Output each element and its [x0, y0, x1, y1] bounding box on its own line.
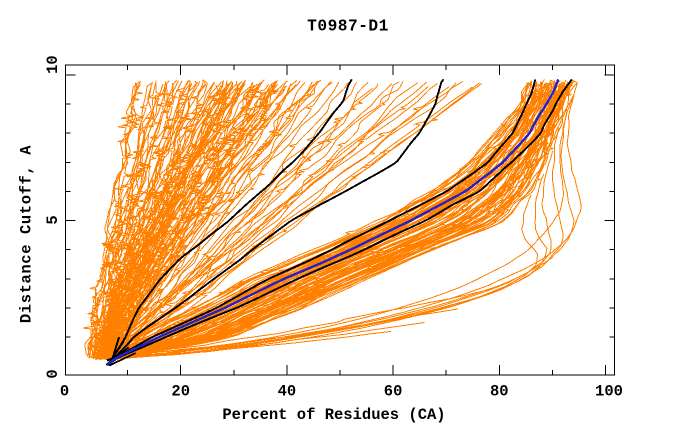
svg-text:Percent of Residues (CA): Percent of Residues (CA) [222, 406, 445, 424]
svg-text:0: 0 [60, 382, 69, 400]
svg-text:T0987-D1: T0987-D1 [307, 18, 389, 36]
svg-text:5: 5 [44, 215, 62, 224]
svg-text:0: 0 [44, 369, 62, 378]
svg-text:40: 40 [278, 382, 297, 400]
svg-text:Distance Cutoff, A: Distance Cutoff, A [18, 145, 36, 323]
svg-text:20: 20 [171, 382, 190, 400]
svg-text:80: 80 [490, 382, 509, 400]
svg-text:60: 60 [384, 382, 403, 400]
svg-text:10: 10 [44, 55, 62, 74]
svg-text:100: 100 [595, 382, 623, 400]
